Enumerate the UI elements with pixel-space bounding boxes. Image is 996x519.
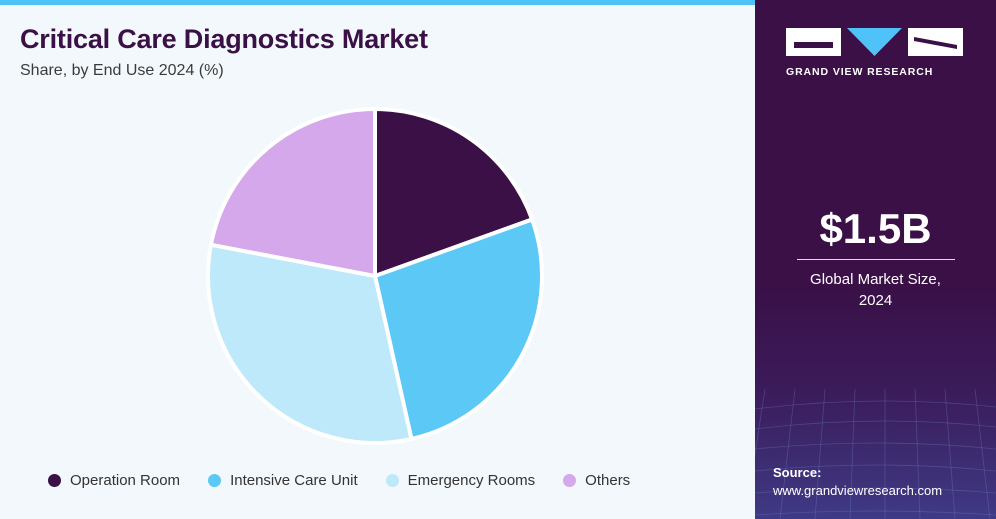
legend-swatch bbox=[563, 474, 577, 487]
legend-label: Emergency Rooms bbox=[407, 472, 536, 489]
market-size-label-line2: 2024 bbox=[858, 292, 893, 309]
market-size-label: Global Market Size, 2024 bbox=[755, 269, 996, 311]
legend-swatch bbox=[385, 474, 399, 487]
chart-subtitle: Share, by End Use 2024 (%) bbox=[20, 62, 224, 79]
legend-item-emergency-rooms: Emergency Rooms bbox=[385, 472, 536, 489]
info-sidebar: GRAND VIEW RESEARCH $1.5B Global Market … bbox=[755, 0, 996, 519]
pie-slice-intensive-care-unit bbox=[373, 217, 544, 441]
legend-label: Others bbox=[585, 472, 631, 489]
market-size-label-line1: Global Market Size, bbox=[810, 271, 941, 288]
chart-title: Critical Care Diagnostics Market bbox=[20, 24, 428, 54]
legend-item-intensive-care-unit: Intensive Care Unit bbox=[208, 472, 358, 489]
pie-slice-emergency-rooms bbox=[206, 242, 414, 445]
source-note: Source: www.grandviewresearch.com bbox=[773, 464, 942, 500]
legend-label: Operation Room bbox=[70, 472, 181, 489]
legend-swatch bbox=[208, 474, 222, 487]
market-size-value: $1.5B bbox=[819, 205, 932, 252]
legend-swatch bbox=[48, 474, 61, 487]
brand-logo: GRAND VIEW RESEARCH bbox=[786, 28, 966, 78]
legend-item-operation-room: Operation Room bbox=[48, 472, 180, 489]
source-url[interactable]: www.grandviewresearch.com bbox=[773, 483, 943, 498]
grid-decoration bbox=[755, 389, 996, 519]
logo-block-right bbox=[908, 28, 963, 56]
pie-chart bbox=[206, 107, 544, 445]
legend-label: Intensive Care Unit bbox=[230, 472, 358, 489]
chart-panel: Critical Care Diagnostics Market Share, … bbox=[0, 0, 755, 489]
legend-item-others: Others bbox=[563, 472, 630, 489]
chart-legend: Operation Room Intensive Care Unit Emerg… bbox=[48, 472, 630, 489]
logo-mark bbox=[786, 28, 966, 56]
value-divider bbox=[797, 259, 955, 260]
source-title: Source: bbox=[773, 465, 822, 480]
brand-name: GRAND VIEW RESEARCH bbox=[786, 66, 934, 78]
pie-slice-operation-room bbox=[373, 107, 535, 278]
accent-strip bbox=[0, 0, 755, 5]
logo-block-left bbox=[786, 28, 841, 56]
logo-triangle bbox=[847, 28, 902, 56]
pie-slice-others bbox=[208, 107, 377, 278]
